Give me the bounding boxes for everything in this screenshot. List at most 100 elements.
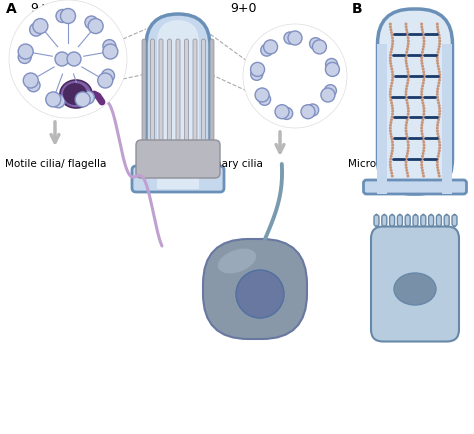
FancyBboxPatch shape xyxy=(157,21,199,170)
Circle shape xyxy=(422,46,425,49)
Circle shape xyxy=(288,32,302,46)
Circle shape xyxy=(421,85,424,88)
Circle shape xyxy=(406,175,410,178)
Circle shape xyxy=(436,63,439,66)
Circle shape xyxy=(420,127,423,130)
FancyBboxPatch shape xyxy=(413,215,418,227)
Circle shape xyxy=(255,89,269,103)
Circle shape xyxy=(421,29,424,32)
Circle shape xyxy=(436,88,439,91)
Circle shape xyxy=(67,53,81,67)
Circle shape xyxy=(422,74,426,77)
Circle shape xyxy=(390,52,392,55)
Circle shape xyxy=(390,85,393,88)
Circle shape xyxy=(406,35,409,38)
Circle shape xyxy=(46,93,61,108)
Circle shape xyxy=(436,57,439,60)
Circle shape xyxy=(422,40,426,43)
Circle shape xyxy=(391,74,394,77)
Circle shape xyxy=(391,77,394,80)
Circle shape xyxy=(405,96,408,99)
FancyBboxPatch shape xyxy=(132,167,224,193)
Circle shape xyxy=(389,158,392,161)
Circle shape xyxy=(404,164,408,167)
Circle shape xyxy=(436,130,439,133)
FancyBboxPatch shape xyxy=(390,215,394,227)
FancyBboxPatch shape xyxy=(397,215,402,227)
Circle shape xyxy=(437,32,440,35)
Circle shape xyxy=(391,147,394,150)
Bar xyxy=(157,171,199,190)
Circle shape xyxy=(407,141,410,145)
Circle shape xyxy=(391,40,394,43)
Bar xyxy=(443,45,453,194)
Circle shape xyxy=(421,66,424,69)
Circle shape xyxy=(391,111,394,114)
Circle shape xyxy=(422,175,425,178)
Circle shape xyxy=(390,119,393,122)
Circle shape xyxy=(407,71,410,74)
Circle shape xyxy=(56,10,69,23)
Circle shape xyxy=(88,20,103,34)
Circle shape xyxy=(391,175,394,178)
Circle shape xyxy=(321,89,335,103)
Circle shape xyxy=(422,37,425,40)
Circle shape xyxy=(405,66,409,69)
Circle shape xyxy=(438,153,440,156)
Circle shape xyxy=(437,99,439,102)
FancyBboxPatch shape xyxy=(151,40,155,147)
Circle shape xyxy=(438,43,441,46)
Circle shape xyxy=(391,105,394,108)
Circle shape xyxy=(33,20,48,34)
Circle shape xyxy=(437,155,440,158)
Circle shape xyxy=(422,141,425,145)
Circle shape xyxy=(390,99,392,102)
Circle shape xyxy=(438,116,441,119)
Circle shape xyxy=(404,91,408,94)
Circle shape xyxy=(421,52,424,55)
Circle shape xyxy=(18,45,33,60)
Circle shape xyxy=(310,39,321,50)
Circle shape xyxy=(405,99,408,102)
Circle shape xyxy=(436,26,439,29)
Circle shape xyxy=(422,35,425,38)
Circle shape xyxy=(30,24,43,37)
Circle shape xyxy=(436,54,439,57)
Circle shape xyxy=(389,26,392,29)
FancyBboxPatch shape xyxy=(405,215,410,227)
Ellipse shape xyxy=(394,273,436,305)
Circle shape xyxy=(420,26,423,29)
Circle shape xyxy=(407,37,410,40)
Circle shape xyxy=(422,79,425,82)
Circle shape xyxy=(405,158,408,161)
Circle shape xyxy=(406,138,409,141)
FancyBboxPatch shape xyxy=(371,227,459,342)
Circle shape xyxy=(422,138,425,141)
Circle shape xyxy=(407,77,410,80)
Circle shape xyxy=(405,167,408,170)
Circle shape xyxy=(421,155,424,158)
Circle shape xyxy=(438,141,441,145)
Circle shape xyxy=(389,60,392,63)
Circle shape xyxy=(436,158,439,161)
Circle shape xyxy=(421,153,425,156)
Circle shape xyxy=(391,144,394,147)
Circle shape xyxy=(420,91,423,94)
Circle shape xyxy=(390,122,392,125)
Circle shape xyxy=(438,82,440,85)
Circle shape xyxy=(438,147,441,150)
Ellipse shape xyxy=(60,81,92,109)
Circle shape xyxy=(307,105,319,117)
Circle shape xyxy=(437,122,439,125)
Circle shape xyxy=(422,150,425,153)
Circle shape xyxy=(405,29,408,32)
Circle shape xyxy=(420,133,424,136)
Circle shape xyxy=(389,63,392,66)
Circle shape xyxy=(406,153,409,156)
FancyBboxPatch shape xyxy=(452,215,457,227)
Circle shape xyxy=(421,119,424,122)
Circle shape xyxy=(438,175,441,178)
Circle shape xyxy=(436,91,439,94)
Circle shape xyxy=(391,108,394,111)
Circle shape xyxy=(389,133,392,136)
